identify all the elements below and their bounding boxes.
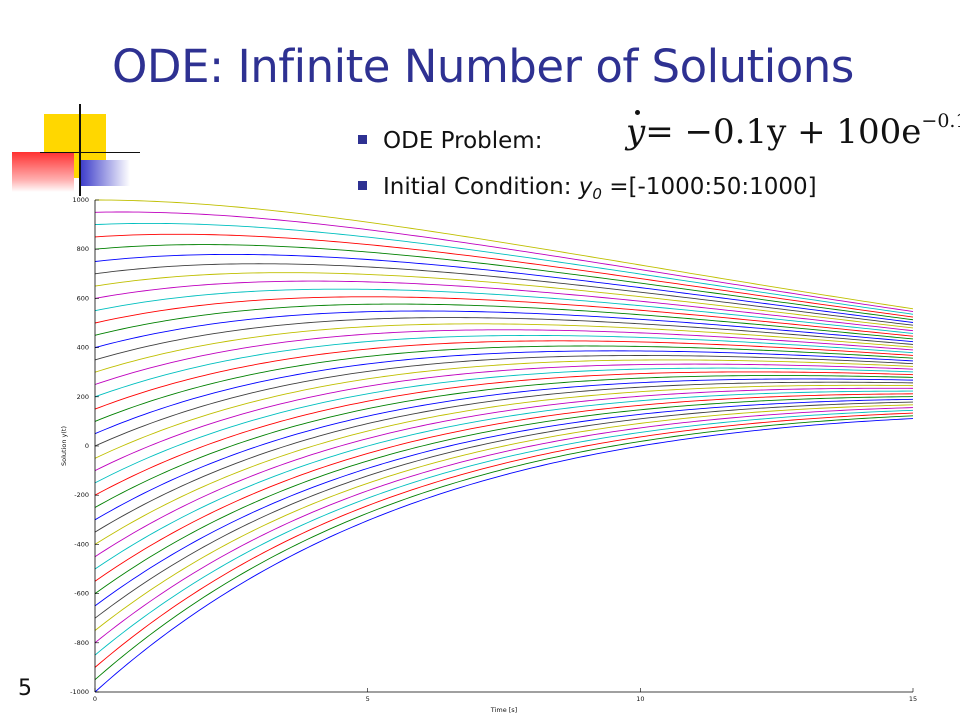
solution-line-31 (94, 288, 914, 334)
solution-line-27 (94, 317, 914, 361)
x-tick-label: 10 (636, 695, 644, 703)
y-tick-label: 200 (77, 393, 89, 401)
solution-line-11 (94, 387, 914, 558)
solution-line-4 (94, 407, 914, 644)
x-axis-label: Time [s] (490, 706, 517, 714)
solution-line-12 (94, 384, 914, 545)
solution-line-34 (94, 263, 914, 326)
y0-subscript: 0 (592, 185, 602, 203)
solution-line-5 (94, 404, 914, 631)
solution-line-24 (94, 335, 914, 398)
y-tick-label: -800 (74, 639, 89, 647)
solution-line-22 (94, 345, 914, 422)
y-axis-label: Solution y(t) (60, 426, 68, 466)
solution-line-40 (94, 199, 914, 310)
solution-line-28 (94, 310, 914, 349)
solution-line-35 (94, 253, 914, 323)
x-tick-label: 0 (93, 695, 97, 703)
solution-line-17 (94, 367, 914, 484)
y-tick-label: -200 (74, 491, 89, 499)
slide-title: ODE: Infinite Number of Solutions (112, 40, 854, 93)
solution-line-7 (94, 398, 914, 607)
solution-line-33 (94, 272, 914, 329)
y-tick-label: -1000 (70, 688, 89, 696)
solution-line-29 (94, 303, 914, 340)
x-tick-label: 15 (909, 695, 917, 703)
y-tick-label: 600 (77, 294, 89, 302)
solution-line-1 (94, 415, 914, 681)
bullet-square-icon (358, 135, 367, 144)
y0-variable: y (578, 174, 593, 200)
bullet-label: ODE Problem: (383, 128, 543, 154)
solution-line-2 (94, 412, 914, 668)
initial-condition-value: =[-1000:50:1000] (601, 174, 817, 200)
y-tick-label: 400 (77, 344, 89, 352)
decor-red-block (12, 152, 74, 192)
bullet-label: Initial Condition: (383, 174, 579, 200)
solution-line-30 (94, 296, 914, 337)
bullet-initial-condition: Initial Condition: y0 =[-1000:50:1000] (358, 174, 817, 203)
decor-vertical-line (79, 104, 81, 196)
solution-line-36 (94, 244, 914, 321)
y-tick-label: 800 (77, 245, 89, 253)
y-tick-label: 1000 (72, 196, 89, 204)
solution-line-15 (94, 375, 914, 508)
y-tick-label: 0 (85, 442, 89, 450)
equation-exponent: −0.1t (921, 109, 960, 132)
bullet-ode-problem: ODE Problem: (358, 128, 542, 154)
solution-line-3 (94, 409, 914, 656)
solution-line-8 (94, 396, 914, 594)
solution-line-19 (94, 359, 914, 459)
solution-line-32 (94, 280, 914, 332)
solution-line-25 (94, 329, 914, 385)
solution-line-37 (94, 233, 914, 318)
x-tick-label: 5 (366, 695, 370, 703)
bullet-square-icon (358, 181, 367, 190)
solution-line-10 (94, 390, 913, 570)
y-tick-label: -600 (74, 590, 89, 598)
solution-line-18 (94, 363, 914, 472)
solution-line-39 (94, 211, 914, 312)
y-tick-label: -400 (74, 540, 89, 548)
solution-line-26 (94, 323, 914, 373)
slide-number: 5 (18, 676, 32, 701)
ode-equation: y= −0.1y + 100e−0.1t (626, 109, 960, 152)
equation-lhs: y (626, 110, 646, 152)
decor-horizontal-line (40, 152, 140, 153)
solution-line-13 (94, 381, 914, 533)
solution-line-0 (94, 418, 914, 693)
solution-line-6 (94, 401, 914, 619)
series-lines (94, 199, 914, 693)
solution-line-14 (94, 378, 914, 521)
solution-line-16 (94, 371, 914, 496)
solution-line-20 (94, 355, 914, 447)
decor-blue-block (80, 160, 130, 186)
solution-line-21 (94, 350, 914, 435)
solution-line-9 (94, 393, 914, 582)
solution-line-38 (94, 222, 914, 315)
equation-rhs: = −0.1y + 100e (645, 112, 922, 152)
chart-ticks: -1000 -800 -600 -400 -200 0 200 400 600 800 1000 0 5… (70, 196, 917, 703)
solution-line-23 (94, 340, 914, 410)
